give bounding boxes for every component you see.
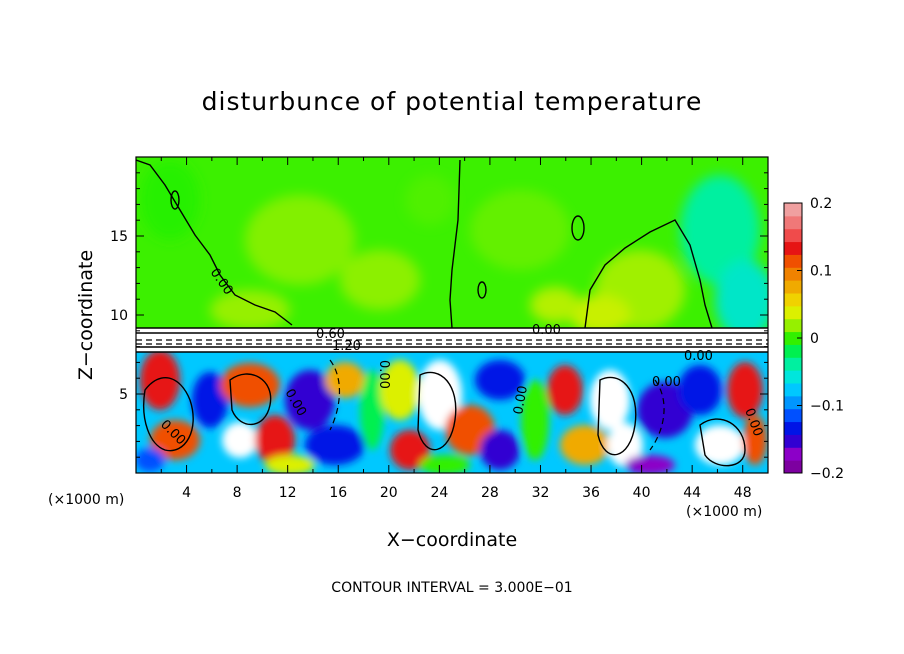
colorbar-segment: [784, 421, 802, 435]
colorbar-segment: [784, 318, 802, 333]
x-tick-label: 44: [683, 485, 701, 501]
colorbar-segment: [784, 280, 802, 294]
y-tick-label: 5: [119, 387, 128, 403]
z-unit-label: (×1000 m): [686, 504, 762, 520]
chart-title: disturbunce of potential temperature: [202, 87, 703, 116]
colorbar-tick-label: 0: [810, 331, 819, 347]
colorbar-segment: [784, 331, 802, 345]
colorbar-tick-label: 0.1: [810, 264, 832, 280]
colorbar: 0.2 0.1 0 −0.1 −0.2: [784, 196, 844, 482]
colorbar-segment: [784, 383, 802, 397]
x-tick-label: 36: [582, 485, 600, 501]
colorbar-segment: [784, 228, 802, 243]
x-tick-label: 12: [279, 485, 297, 501]
colorbar-frame: [783, 202, 803, 474]
colorbar-tick-label: −0.1: [810, 399, 844, 415]
y-tick-label: 10: [110, 308, 128, 324]
colorbar-segment: [784, 241, 802, 255]
contour-label: 0.00: [532, 323, 561, 338]
colorbar-segment: [784, 395, 802, 410]
x-tick-label: 8: [233, 485, 242, 501]
contour-label: 0.00: [511, 385, 531, 416]
x-tick-label: 28: [481, 485, 499, 501]
x-unit-label: (×1000 m): [48, 492, 124, 508]
colorbar-segment: [784, 434, 802, 448]
colorbar-segment: [784, 408, 802, 423]
contour-label: 0.00: [652, 375, 681, 390]
colorbar-segment: [784, 344, 802, 358]
x-axis-label: X−coordinate: [387, 529, 517, 551]
contour-label: 0.00: [376, 360, 391, 389]
colorbar-segment: [784, 460, 802, 474]
colorbar-segment: [784, 203, 802, 217]
x-tick-label: 24: [430, 485, 448, 501]
x-tick-label: 32: [532, 485, 550, 501]
x-tick-label: 4: [182, 485, 191, 501]
contour-lines: [136, 159, 768, 467]
y-axis-label: Z−coordinate: [75, 250, 97, 380]
colorbar-segment: [784, 305, 802, 320]
plot-area: 0.60 1.20 0.00 0.00 0.00 0.00 0.00 0.00 …: [136, 157, 768, 473]
contour-interval-note: CONTOUR INTERVAL = 3.000E−01: [331, 580, 572, 596]
colorbar-tick-label: 0.2: [810, 196, 832, 212]
lower-field-texture: [136, 352, 767, 473]
contour-label: 0.00: [684, 349, 713, 364]
upper-field-texture: [140, 160, 768, 340]
y-tick-label: 15: [110, 229, 128, 245]
x-tick-label: 48: [734, 485, 752, 501]
colorbar-segment: [784, 215, 802, 230]
colorbar-segment: [784, 293, 802, 307]
colorbar-segment: [784, 357, 802, 371]
colorbar-segment: [784, 370, 802, 384]
contour-label: 0.60: [316, 327, 345, 342]
dashed-contours: [136, 339, 768, 451]
x-tick-label: 40: [633, 485, 651, 501]
colorbar-segment: [784, 254, 802, 268]
x-tick-label: 20: [380, 485, 398, 501]
contour-label: 1.20: [332, 339, 361, 354]
colorbar-segment: [784, 447, 802, 461]
colorbar-segment: [784, 267, 802, 281]
x-tick-label: 16: [329, 485, 347, 501]
colorbar-tick-label: −0.2: [810, 466, 844, 482]
